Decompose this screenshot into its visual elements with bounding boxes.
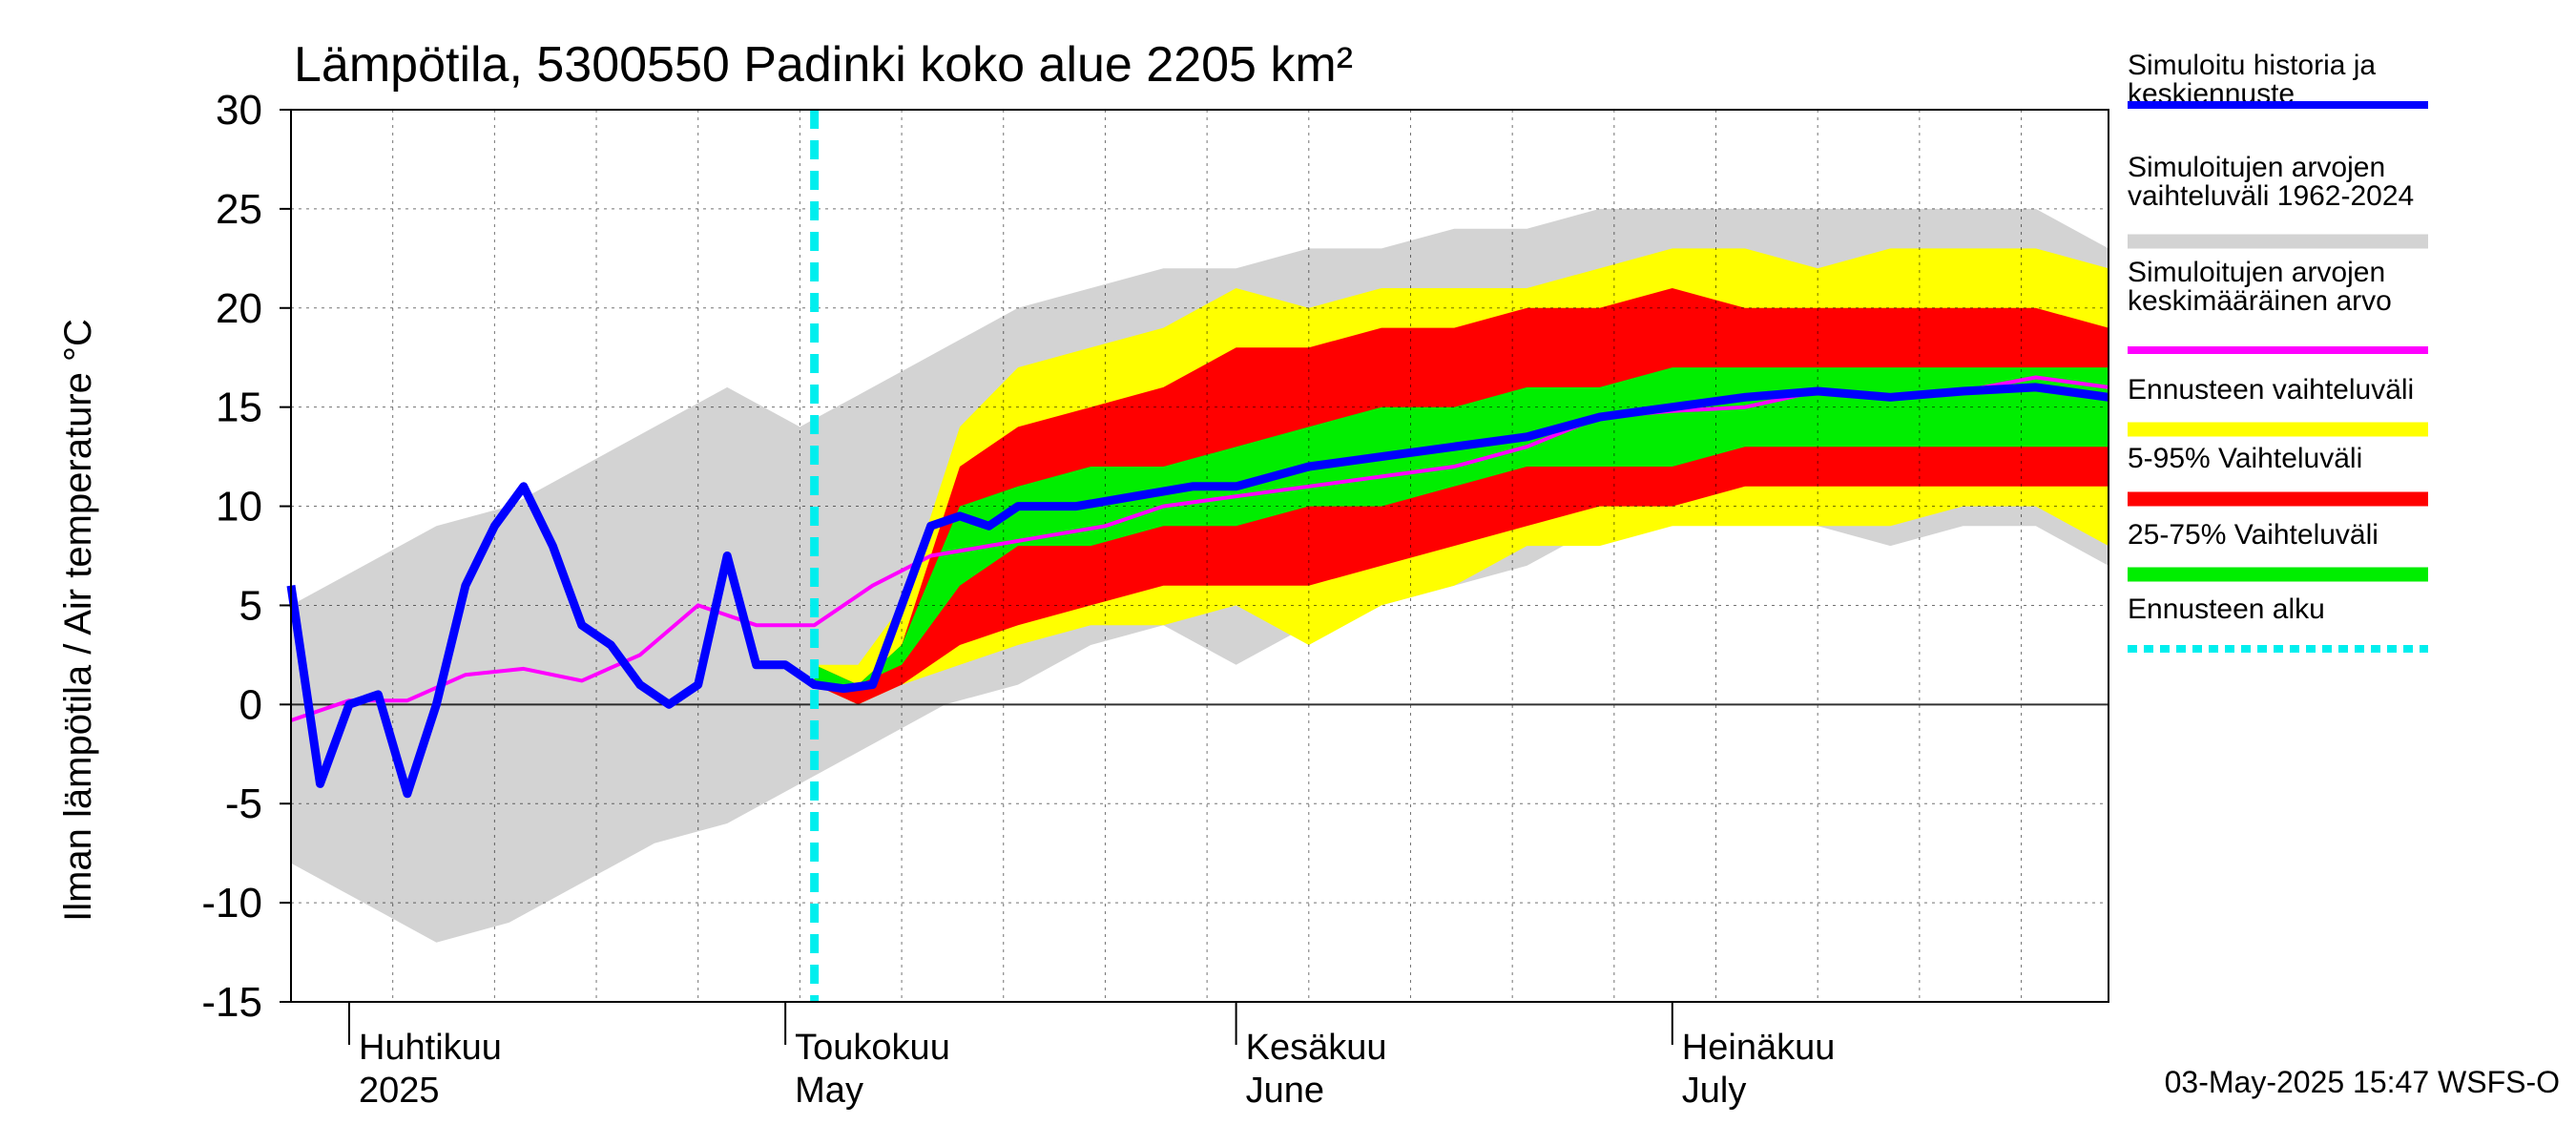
y-tick-label: -15 bbox=[201, 979, 262, 1026]
band-series-3 bbox=[814, 367, 2109, 685]
plot-frame bbox=[290, 109, 2109, 1003]
month-label-fi: Toukokuu bbox=[795, 1028, 950, 1068]
legend-label-4: 5-95% Vaihteluväli bbox=[2128, 443, 2362, 474]
y-tick-label: -5 bbox=[225, 781, 262, 827]
legend-label-0: Simuloitu historia ja bbox=[2128, 50, 2376, 81]
month-label-fi: Kesäkuu bbox=[1246, 1028, 1387, 1068]
legend: Simuloitu historia jakeskiennusteSimuloi… bbox=[2128, 50, 2428, 653]
legend-label-6: Ennusteen alku bbox=[2128, 593, 2325, 625]
line-series-1 bbox=[286, 383, 2109, 799]
y-axis-label: Ilman lämpötila / Air temperature °C bbox=[57, 319, 99, 922]
y-tick-label: 25 bbox=[216, 186, 262, 233]
y-tick-label: 15 bbox=[216, 385, 262, 431]
y-tick-label: 0 bbox=[239, 681, 262, 728]
y-tick-label: -10 bbox=[201, 880, 262, 926]
legend-label-2: keskimääräinen arvo bbox=[2128, 285, 2392, 317]
legend-label-1: Simuloitujen arvojen bbox=[2128, 152, 2385, 183]
month-label-en: June bbox=[1246, 1071, 1324, 1111]
legend-label-2: Simuloitujen arvojen bbox=[2128, 257, 2385, 288]
legend-label-1: vaihteluväli 1962-2024 bbox=[2128, 180, 2414, 212]
legend-label-5: 25-75% Vaihteluväli bbox=[2128, 519, 2379, 551]
timestamp-label: 03-May-2025 15:47 WSFS-O bbox=[2165, 1065, 2560, 1099]
legend-label-3: Ennusteen vaihteluväli bbox=[2128, 374, 2414, 406]
month-label-fi: Huhtikuu bbox=[359, 1028, 502, 1068]
y-tick-label: 5 bbox=[239, 582, 262, 629]
month-label-en: July bbox=[1682, 1071, 1747, 1111]
line-layer bbox=[286, 110, 2109, 1002]
y-tick-label: 30 bbox=[216, 87, 262, 134]
chart-title: Lämpötila, 5300550 Padinki koko alue 220… bbox=[294, 37, 1353, 93]
band-layer bbox=[291, 208, 2109, 943]
month-label-en: May bbox=[795, 1071, 863, 1111]
month-label-en: 2025 bbox=[359, 1071, 440, 1111]
line-series-0 bbox=[290, 375, 2109, 722]
y-tick-label: 20 bbox=[216, 285, 262, 332]
month-label-fi: Heinäkuu bbox=[1682, 1028, 1836, 1068]
y-tick-label: 10 bbox=[216, 484, 262, 531]
